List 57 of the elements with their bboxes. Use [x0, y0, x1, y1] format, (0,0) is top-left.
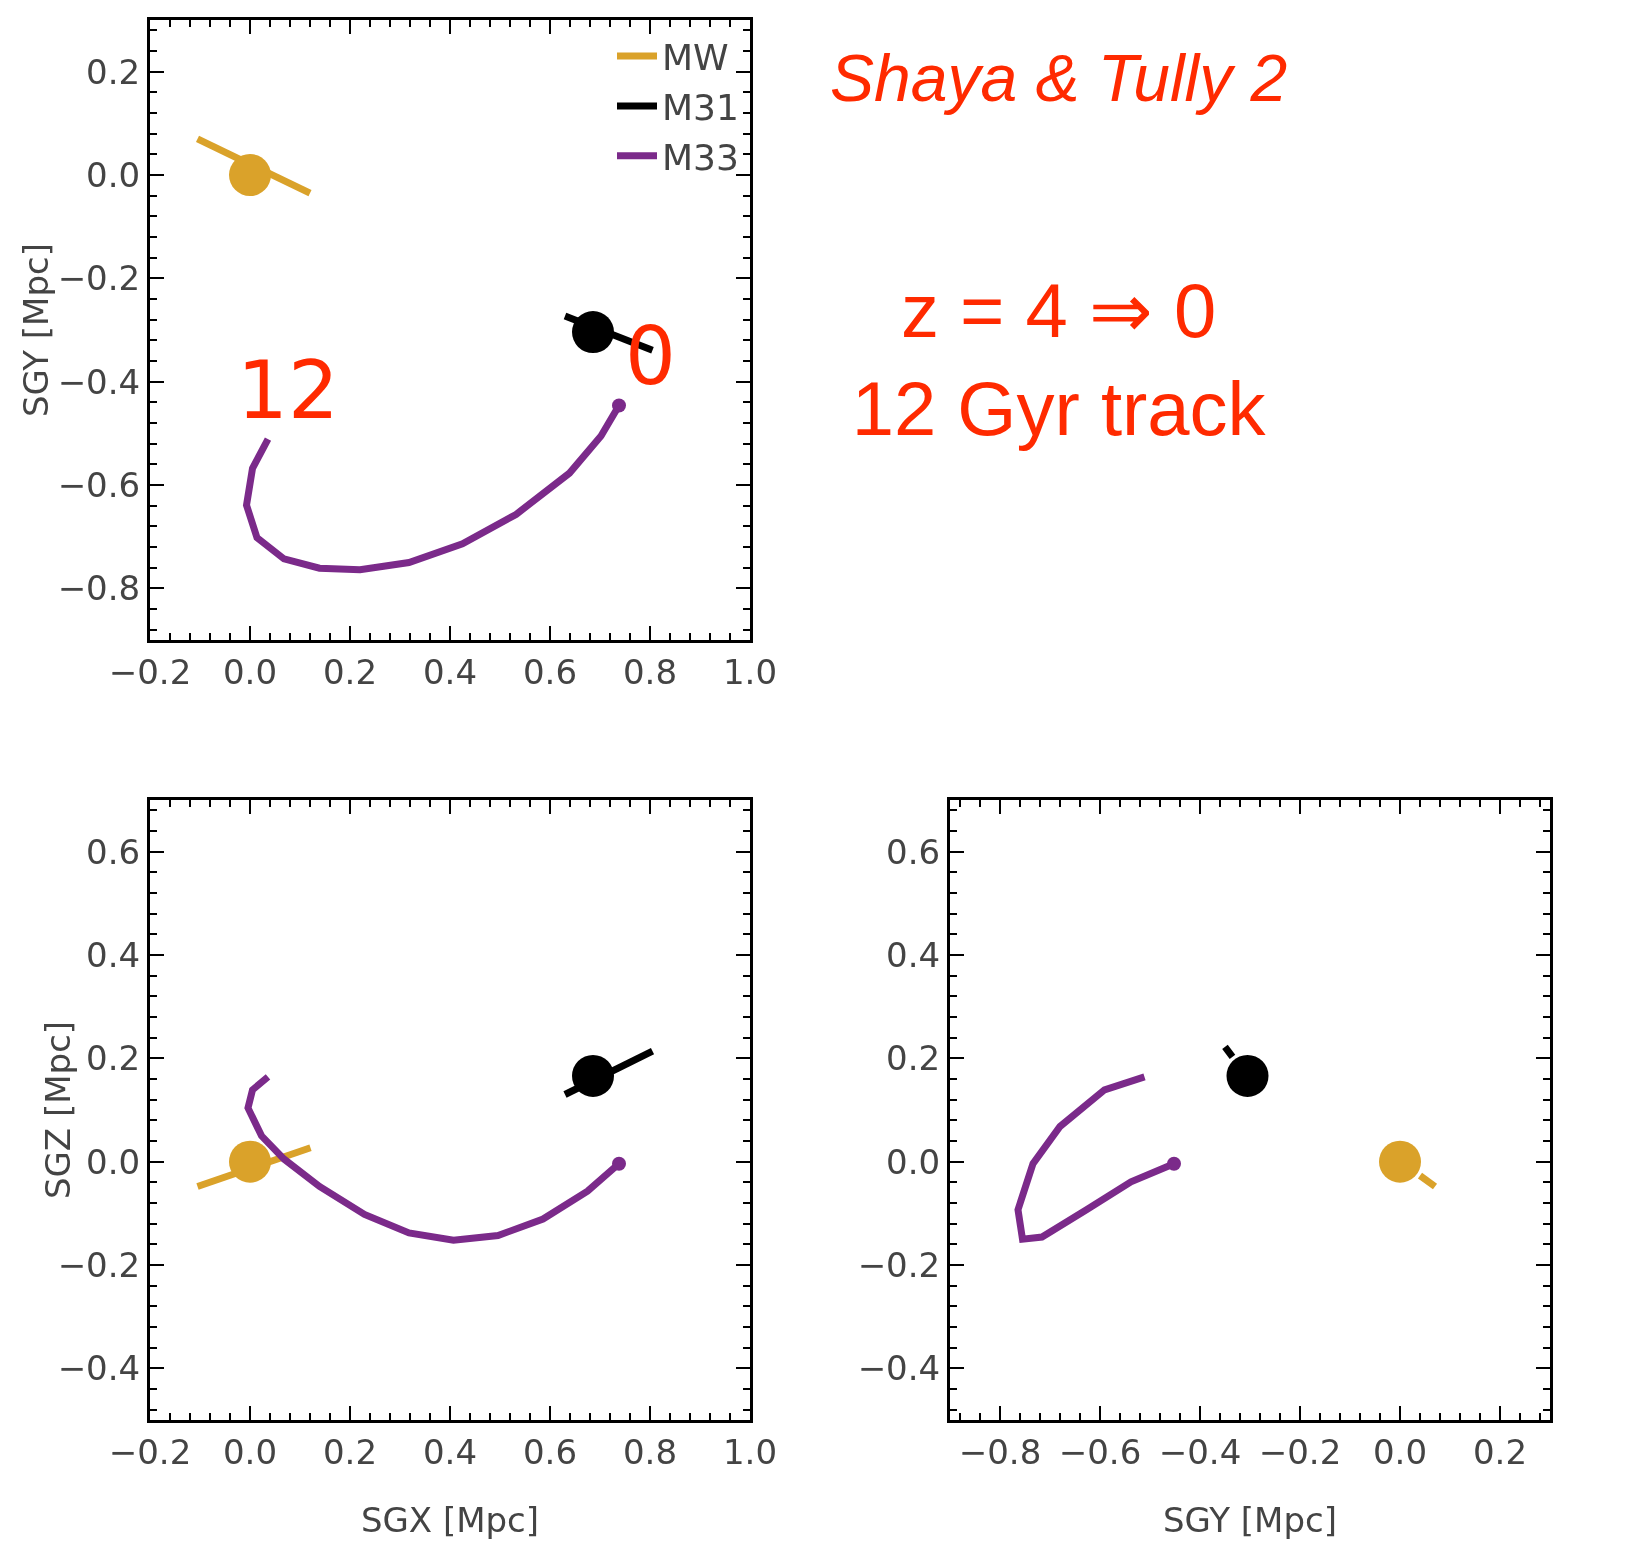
text: 12 Gyr track [850, 365, 1267, 452]
point [229, 1140, 271, 1183]
y-tick-label: −0.2 [857, 1244, 941, 1285]
y-tick-label: 0.4 [886, 934, 941, 975]
x-tick-label: 0.4 [422, 1431, 478, 1472]
x-tick-label: 0.2 [322, 651, 378, 692]
annotation: 0 [625, 310, 676, 403]
y-tick-label: 0.2 [86, 51, 141, 92]
y-tick-label: 0.0 [886, 1141, 941, 1182]
y-tick-label: 0.0 [86, 1141, 141, 1182]
y-tick-label: −0.4 [57, 361, 141, 402]
text: z = 4 ⇒ 0 [899, 267, 1218, 355]
y-tick-label: 0.6 [886, 831, 941, 872]
legend-label: M31 [662, 86, 739, 128]
point [1226, 1054, 1269, 1097]
point [612, 398, 626, 413]
x-tick-label: −0.8 [958, 1431, 1042, 1472]
legend-label: MW [662, 37, 729, 79]
x-tick-label: −0.6 [1058, 1431, 1142, 1472]
y-tick-label: −0.2 [57, 258, 141, 299]
y-tick-label: 0.6 [86, 831, 141, 872]
y-axis-title: SGZ [Mpc] [38, 1020, 78, 1200]
point [1379, 1140, 1421, 1183]
point [572, 1054, 614, 1097]
x-tick-label: 0.2 [1472, 1431, 1528, 1472]
y-tick-label: −0.2 [57, 1244, 141, 1285]
x-tick-label: 0.4 [422, 651, 478, 692]
y-tick-label: 0.4 [86, 934, 141, 975]
point [229, 154, 271, 196]
x-tick-label: 0.6 [522, 651, 578, 692]
x-tick-label: 0.6 [522, 1431, 578, 1472]
x-tick-label: 0.0 [222, 651, 278, 692]
y-tick-label: 0.2 [86, 1038, 141, 1079]
x-tick-label: −0.4 [1158, 1431, 1242, 1472]
x-tick-label: 0.8 [622, 1431, 678, 1472]
x-tick-label: 0.2 [322, 1431, 378, 1472]
text: Shaya & Tully 2 [830, 40, 1288, 116]
point [1167, 1156, 1181, 1171]
point [572, 311, 614, 354]
y-tick-label: 0.2 [886, 1038, 941, 1079]
x-tick-label: 1.0 [722, 1431, 778, 1472]
x-tick-label: 1.0 [722, 651, 778, 692]
y-tick-label: −0.6 [57, 464, 141, 505]
x-tick-label: 0.0 [222, 1431, 278, 1472]
x-tick-label: 0.8 [622, 651, 678, 692]
x-axis-title: SGX [Mpc] [360, 1500, 540, 1540]
legend-label: M33 [662, 136, 739, 178]
y-tick-label: −0.4 [857, 1348, 941, 1389]
point [612, 1156, 626, 1171]
y-tick-label: −0.8 [57, 568, 141, 609]
x-tick-label: 0.0 [1372, 1431, 1428, 1472]
y-axis-title: SGY [Mpc] [15, 243, 56, 417]
y-tick-label: −0.4 [57, 1348, 141, 1389]
y-tick-label: 0.0 [86, 154, 141, 195]
annotation: 12 [237, 344, 339, 437]
x-axis-title: SGY [Mpc] [1163, 1500, 1337, 1540]
x-tick-label: −0.2 [1258, 1431, 1342, 1472]
